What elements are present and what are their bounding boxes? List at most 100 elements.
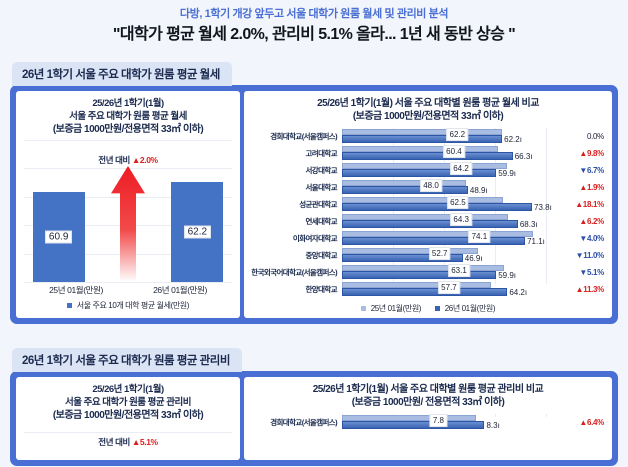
bar-previous-year xyxy=(342,163,508,169)
summary-bar-2026: 62.2 xyxy=(171,182,224,282)
bar-label-current-year: 48.9ı xyxy=(469,186,488,195)
comparison-title-2-line1: 25/26년 1학기(1월) 서울 주요 대학별 원룸 평균 관리비 비교 xyxy=(312,384,544,395)
comparison-row-change-pct: ▲9.8% xyxy=(579,149,604,158)
comparison-row-change-pct: 0.0% xyxy=(586,132,604,141)
comparison-row-change-pct: ▼6.7% xyxy=(579,166,604,175)
comparison-row-change-pct: ▲1.9% xyxy=(579,183,604,192)
summary-chart-monthly-rent: 전년 대비 ▲2.0% 60.9 xyxy=(20,140,236,311)
bar-previous-year xyxy=(342,231,533,237)
comparison-row: 서울대학교 48.0 48.9ı ▲1.9% xyxy=(248,179,608,196)
bar-label-previous-year: 52.7 xyxy=(428,247,451,260)
comparison-row: 고려대학교 60.4 66.3ı ▲9.8% xyxy=(248,145,608,162)
x-tick-2026: 26년 01월(만원) xyxy=(153,285,207,295)
summary-title-line1: 25/26년 1학기(1월) xyxy=(92,98,164,109)
headline: 다방, 1학기 개강 앞두고 서울 대학가 원룸 월세 및 관리비 분석 "대학… xyxy=(0,0,628,46)
comparison-row-university: 연세대학교 xyxy=(305,217,338,226)
comparison-card-monthly-rent: 25/26년 1학기(1월) 서울 주요 대학별 원룸 평균 월세 비교 (보증… xyxy=(244,91,612,318)
comparison-chart-maintenance-fee: 경희대학교(서울캠퍼스) 7.8 8.3ı ▲6.4% xyxy=(248,414,608,431)
comparison-row-bars: 57.7 64.2ı xyxy=(342,281,548,298)
summary-bar-value-2026: 62.2 xyxy=(183,225,212,239)
summary-card-monthly-rent: 25/26년 1학기(1월) 서울 주요 대학가 원룸 평균 월세 (보증금 1… xyxy=(16,91,240,318)
comparison-row-bars: 60.4 66.3ı xyxy=(342,145,548,162)
bar-previous-year xyxy=(342,129,503,135)
comparison-card-maintenance-fee: 25/26년 1학기(1월) 서울 주요 대학별 원룸 평균 관리비 비교 (보… xyxy=(244,377,612,460)
summary-bar-value-2025: 60.9 xyxy=(44,230,73,244)
comparison-row-change-pct: ▲6.2% xyxy=(579,217,604,226)
panel-maintenance-fee: 25/26년 1학기(1월) 서울 주요 대학가 원룸 평균 관리비 (보증금 … xyxy=(10,371,618,466)
bar-current-year xyxy=(342,271,497,279)
bar-previous-year xyxy=(342,146,498,152)
comparison-row: 성균관대학교 62.5 73.8ı ▲18.1% xyxy=(248,196,608,213)
comparison-row-university: 경희대학교(서울캠퍼스) xyxy=(270,418,337,427)
comparison-title-line2: (보증금 1000만원/전용면적 33㎡ 이하) xyxy=(352,111,504,122)
bar-previous-year xyxy=(342,248,478,254)
summary-title-2-line1: 25/26년 1학기(1월) xyxy=(92,384,164,395)
comparison-title-line1: 25/26년 1학기(1월) 서울 주요 대학별 원룸 평균 월세 비교 xyxy=(317,98,539,109)
bar-previous-year xyxy=(342,180,466,186)
bar-label-current-year: 68.3ı xyxy=(519,220,538,229)
comparison-chart-monthly-rent: 경희대학교(서울캠퍼스) 62.2 62.2ı 0.0% 고려대학교 60.4 66.3ı ▲… xyxy=(248,128,608,298)
summary-chart-maintenance-fee: 전년 대비 ▲5.1% xyxy=(20,426,236,456)
comparison-row-bars: 64.3 68.3ı xyxy=(342,213,548,230)
comparison-row-bars: 62.2 62.2ı xyxy=(342,128,548,145)
bar-current-year xyxy=(342,169,497,177)
panel-monthly-rent: 25/26년 1학기(1월) 서울 주요 대학가 원룸 평균 월세 (보증금 1… xyxy=(10,85,618,324)
bar-current-year xyxy=(342,237,526,245)
comparison-title-2: 25/26년 1학기(1월) 서울 주요 대학별 원룸 평균 관리비 비교 (보… xyxy=(248,383,608,409)
comparison-row-change-pct: ▼11.0% xyxy=(575,251,605,260)
section-monthly-rent: 26년 1학기 서울 주요 대학가 원룸 평균 월세 25/26년 1학기(1월… xyxy=(10,62,618,325)
comparison-row-bars: 62.5 73.8ı xyxy=(342,196,552,213)
bar-label-previous-year: 64.3 xyxy=(450,213,472,226)
bar-label-previous-year: 74.1 xyxy=(468,230,491,243)
comparison-row-change-pct: ▼4.0% xyxy=(579,234,604,243)
comparison-row-bars: 7.8 8.3ı xyxy=(342,414,548,431)
comparison-row-university: 중앙대학교 xyxy=(305,251,338,260)
headline-title: "대학가 평균 월세 2.0%, 관리비 5.1% 올라... 1년 새 동반 … xyxy=(112,26,516,43)
comparison-row: 서강대학교 64.2 59.9ı ▼6.7% xyxy=(248,162,608,179)
bar-previous-year xyxy=(342,214,508,220)
bar-previous-year xyxy=(342,197,503,203)
comparison-row-change-pct: ▼5.1% xyxy=(579,268,604,277)
bar-current-year xyxy=(342,421,485,429)
section-tab-maintenance-fee[interactable]: 26년 1학기 서울 주요 대학가 원룸 평균 관리비 xyxy=(12,348,242,372)
bar-current-year xyxy=(342,152,513,160)
bar-current-year xyxy=(342,186,468,194)
headline-subtitle: 다방, 1학기 개강 앞두고 서울 대학가 원룸 월세 및 관리비 분석 xyxy=(179,8,449,20)
bar-label-previous-year: 62.5 xyxy=(447,196,469,209)
bar-label-previous-year: 63.1 xyxy=(448,264,470,277)
comparison-row-university: 이화여자대학교 xyxy=(292,234,338,243)
bar-label-previous-year: 7.8 xyxy=(429,414,447,427)
summary-title-line2: 서울 주요 대학가 원룸 평균 월세 xyxy=(69,111,187,122)
bar-label-current-year: 73.8ı xyxy=(534,203,552,212)
bar-label-previous-year: 48.0 xyxy=(420,179,442,192)
bar-current-year xyxy=(342,203,533,211)
summary-title: 25/26년 1학기(1월) 서울 주요 대학가 원룸 평균 월세 (보증금 1… xyxy=(20,97,236,136)
legend-swatch-new-icon xyxy=(434,306,440,312)
section-tab-monthly-rent[interactable]: 26년 1학기 서울 주요 대학가 원룸 평균 월세 xyxy=(12,62,232,86)
comparison-row-university: 한양대학교 xyxy=(305,285,338,294)
comparison-row-university: 성균관대학교 xyxy=(299,200,337,209)
bar-label-previous-year: 62.2 xyxy=(446,128,469,141)
bar-previous-year xyxy=(342,265,505,271)
comparison-row-change-pct: ▲6.4% xyxy=(579,418,604,427)
summary-legend: 서울 주요 10개 대학 평균 월세(만원) xyxy=(20,300,236,311)
bar-current-year xyxy=(342,288,508,296)
legend-label-old: 25년 01월(만원) xyxy=(370,304,422,313)
summary-bars: 60.9 xyxy=(24,166,232,282)
bar-label-current-year: 62.2ı xyxy=(504,135,522,144)
bar-current-year xyxy=(342,254,463,262)
bar-label-previous-year: 60.4 xyxy=(443,145,465,158)
comparison-row-bars: 48.0 48.9ı xyxy=(342,179,548,196)
comparison-row: 경희대학교(서울캠퍼스) 62.2 62.2ı 0.0% xyxy=(248,128,608,145)
legend-swatch-icon xyxy=(66,303,72,309)
bar-label-current-year: 71.1ı xyxy=(527,237,545,246)
comparison-legend: 25년 01월(만원) 26년 01월(만원) xyxy=(248,303,608,314)
comparison-row-bars: 74.1 71.1ı xyxy=(342,230,548,247)
section-maintenance-fee: 26년 1학기 서울 주요 대학가 원룸 평균 관리비 25/26년 1학기(1… xyxy=(10,348,618,467)
up-arrow-icon xyxy=(110,166,145,282)
summary-title-line3: (보증금 1000만원/전용면적 33㎡ 이하) xyxy=(52,124,204,135)
bar-label-previous-year: 64.2 xyxy=(450,162,472,175)
summary-title-2-line2: 서울 주요 대학가 원룸 평균 관리비 xyxy=(64,397,192,408)
comparison-row: 한양대학교 57.7 64.2ı ▲11.3% xyxy=(248,281,608,298)
comparison-row-university: 고려대학교 xyxy=(305,149,338,158)
